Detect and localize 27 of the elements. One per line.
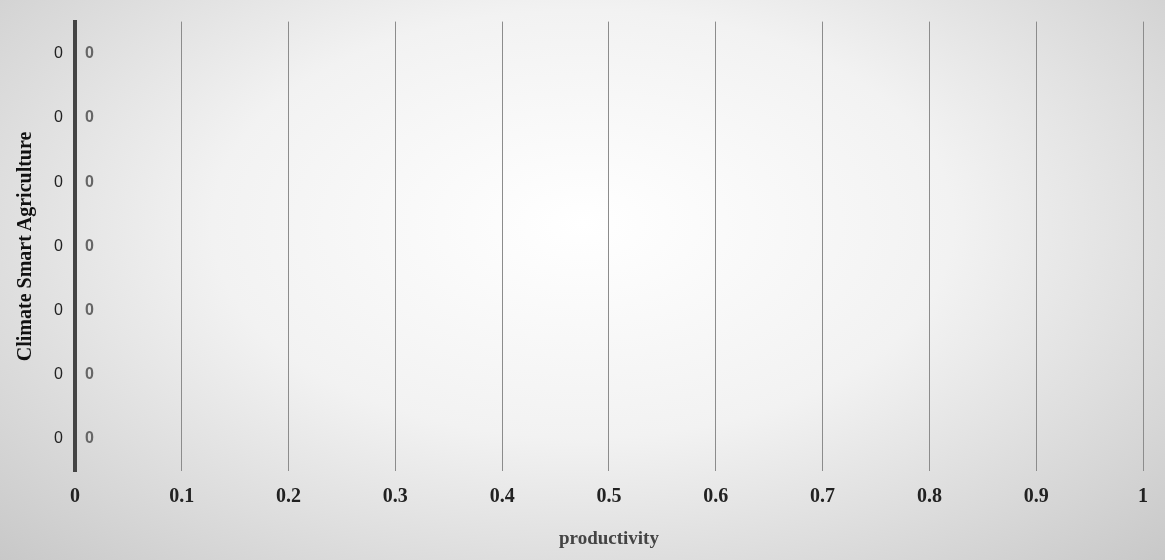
x-tick-label: 0.4	[489, 484, 515, 507]
x-tick-label: 0.9	[1023, 484, 1049, 507]
y-axis-title: Climate Smart Agriculture	[13, 131, 37, 362]
x-axis-title: productivity	[558, 526, 660, 548]
x-tick-label: 0.5	[596, 484, 622, 507]
x-tick-label: 0.6	[703, 484, 729, 507]
x-tick-label: 0.8	[916, 484, 942, 507]
y-tick-label: 0	[84, 108, 94, 126]
y-tick-label: 0	[84, 365, 94, 383]
x-tick-label: 0.7	[810, 484, 836, 507]
data-label: 0	[53, 429, 63, 447]
y-tick-label: 0	[84, 44, 94, 62]
data-label: 0	[53, 236, 63, 254]
data-label: 0	[53, 301, 63, 319]
x-tick-label: 0	[69, 484, 80, 507]
y-tick-label: 0	[84, 236, 94, 254]
data-label: 0	[53, 172, 63, 190]
y-tick-label: 0	[84, 301, 94, 319]
x-tick-label: 0.3	[382, 484, 408, 507]
x-tick-label: 0.2	[276, 484, 302, 507]
data-label: 0	[53, 44, 63, 62]
x-tick-label: 1	[1138, 484, 1148, 507]
data-label: 0	[53, 365, 63, 383]
data-label: 0	[53, 108, 63, 126]
x-tick-label: 0.1	[169, 484, 195, 507]
y-tick-label: 0	[84, 429, 94, 447]
y-tick-label: 0	[84, 172, 94, 190]
